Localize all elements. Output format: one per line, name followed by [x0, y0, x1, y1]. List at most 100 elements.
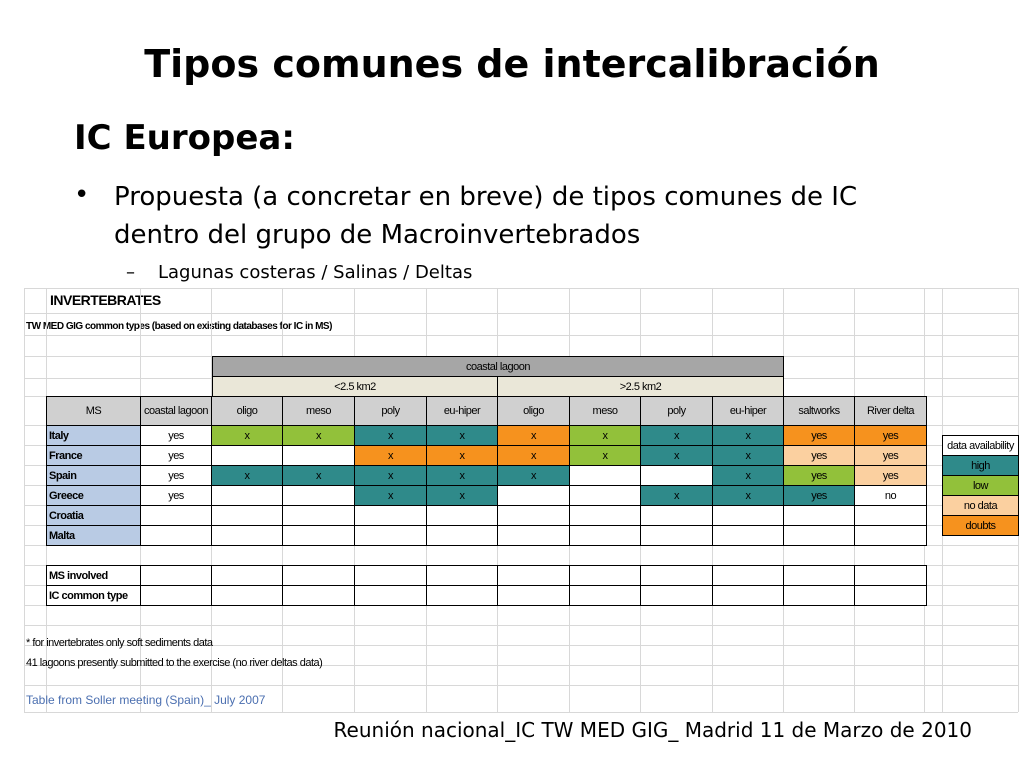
table-cell: [426, 525, 498, 546]
column-header-10: saltworks: [783, 396, 855, 426]
table-cell: [282, 585, 355, 606]
table-cell: [282, 485, 355, 506]
table-cell: [640, 585, 713, 606]
sub-bullet-text: Lagunas costeras / Salinas / Deltas: [158, 262, 473, 283]
table-cell: [854, 585, 927, 606]
grid-line-h: [24, 625, 1018, 626]
table-cell: [569, 565, 641, 586]
table-cell: [497, 565, 570, 586]
table-cell: x: [282, 465, 355, 486]
table-cell: x: [712, 445, 784, 466]
grid-line-h: [24, 335, 1018, 336]
table-cell: [426, 585, 498, 606]
table-cell: [211, 445, 283, 466]
table-cell: x: [712, 465, 784, 486]
legend-item-no-data: no data: [942, 495, 1019, 516]
table-cell: [712, 565, 784, 586]
table-cell: yes: [783, 445, 855, 466]
legend-item-low: low: [942, 475, 1019, 496]
table-cell: [640, 565, 713, 586]
column-header-0: MS: [46, 396, 141, 426]
table-cell: [211, 505, 283, 526]
table-cell: [783, 585, 855, 606]
table-cell: yes: [783, 485, 855, 506]
table-cell: x: [211, 425, 283, 446]
table-cell: [783, 525, 855, 546]
table-cell: [426, 505, 498, 526]
table-cell: [712, 525, 784, 546]
bullet-text: Propuesta (a concretar en breve) de tipo…: [114, 182, 858, 250]
ms-cell-croatia: Croatia: [46, 505, 141, 526]
table-cell: [497, 485, 570, 506]
table-cell: x: [211, 465, 283, 486]
slide-footer: Reunión nacional_IC TW MED GIG_ Madrid 1…: [333, 718, 972, 742]
table-cell: [640, 525, 713, 546]
table-cell: [140, 505, 212, 526]
table-note: 41 lagoons presently submitted to the ex…: [26, 657, 323, 669]
table-cell: yes: [854, 445, 927, 466]
grid-line-h: [24, 685, 1018, 686]
table-cell: [354, 565, 427, 586]
table-cell: x: [640, 445, 713, 466]
table-cell: [140, 525, 212, 546]
table-cell: yes: [140, 485, 212, 506]
table-cell: [640, 465, 713, 486]
table-cell: x: [569, 445, 641, 466]
table-cell: x: [354, 425, 427, 446]
sub-bullet-dash: –: [126, 262, 135, 283]
table-heading: INVERTEBRATES: [50, 292, 161, 308]
table-cell: [569, 525, 641, 546]
table-cell: [783, 565, 855, 586]
table-cell: [140, 585, 212, 606]
table-cell: [854, 505, 927, 526]
table-cell: no: [854, 485, 927, 506]
table-cell: [211, 565, 283, 586]
grid-line-h: [24, 288, 1018, 289]
table-cell: yes: [140, 445, 212, 466]
table-cell: x: [426, 425, 498, 446]
table-cell: x: [497, 425, 570, 446]
column-header-8: poly: [640, 396, 713, 426]
column-header-11: River delta: [854, 396, 927, 426]
table-cell: [140, 565, 212, 586]
table-cell: [497, 525, 570, 546]
table-cell: x: [426, 465, 498, 486]
column-header-2: oligo: [211, 396, 283, 426]
ms-cell-spain: Spain: [46, 465, 141, 486]
grid-line-v: [24, 288, 25, 712]
table-cell: [497, 585, 570, 606]
table-caption: TW MED GIG common types (based on existi…: [26, 321, 332, 332]
table-cell: x: [712, 485, 784, 506]
table-cell: [282, 445, 355, 466]
table-cell: [569, 485, 641, 506]
grid-line-h: [24, 313, 1018, 314]
table-cell: [640, 505, 713, 526]
slide-title: Tipos comunes de intercalibración: [144, 42, 880, 86]
table-cell: x: [354, 445, 427, 466]
table-cell: x: [354, 485, 427, 506]
summary-row-label: IC common type: [46, 585, 141, 606]
spreadsheet-table: INVERTEBRATES TW MED GIG common types (b…: [24, 288, 1019, 713]
table-cell: [854, 525, 927, 546]
table-cell: [426, 565, 498, 586]
grid-line-h: [24, 665, 1018, 666]
table-cell: [569, 505, 641, 526]
column-header-5: eu-hiper: [426, 396, 498, 426]
legend-item-doubts: doubts: [942, 515, 1019, 536]
table-cell: [211, 585, 283, 606]
table-cell: [211, 485, 283, 506]
ms-cell-italy: Italy: [46, 425, 141, 446]
table-cell: [569, 465, 641, 486]
table-cell: [354, 525, 427, 546]
table-cell: x: [282, 425, 355, 446]
legend-item-high: high: [942, 455, 1019, 476]
table-cell: [282, 505, 355, 526]
table-cell: x: [640, 485, 713, 506]
column-header-4: poly: [354, 396, 427, 426]
table-cell: x: [497, 445, 570, 466]
ms-cell-malta: Malta: [46, 525, 141, 546]
table-cell: x: [426, 445, 498, 466]
table-cell: x: [640, 425, 713, 446]
column-header-9: eu-hiper: [712, 396, 784, 426]
table-note: * for invertebrates only soft sediments …: [26, 637, 213, 649]
